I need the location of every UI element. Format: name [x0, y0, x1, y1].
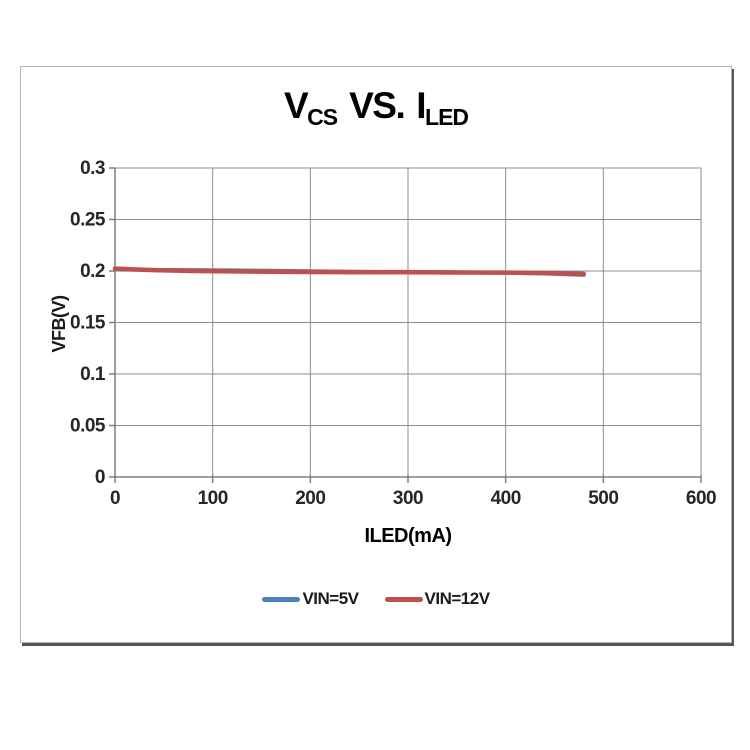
legend-item-vin-5v: VIN=5V [262, 589, 359, 609]
title-vs-text: VS. [349, 85, 406, 126]
legend: VIN=5V VIN=12V [21, 589, 731, 609]
title-symbol-vcs: V [283, 85, 309, 126]
x-tick-label: 600 [686, 488, 716, 509]
x-axis-label: ILED(mA) [364, 525, 452, 547]
y-axis-label: VFB(V) [49, 295, 69, 353]
title-subscript-led: LED [425, 104, 469, 130]
y-tick-label: 0.2 [80, 261, 105, 282]
legend-item-vin-12v: VIN=12V [384, 589, 491, 609]
x-tick-label: 0 [110, 488, 120, 509]
title-subscript-cs: CS [307, 104, 338, 130]
x-tick-label: 100 [198, 488, 228, 509]
y-tick-label: 0.1 [80, 364, 106, 385]
title-symbol-iled: I [416, 85, 426, 126]
chart-title: VCS VS. ILED [21, 85, 731, 129]
y-tick-label: 0.05 [70, 416, 106, 437]
x-tick-label: 500 [588, 488, 618, 509]
y-tick-label: 0 [95, 467, 105, 488]
legend-line-marker [384, 596, 423, 602]
y-tick-label: 0.25 [70, 210, 106, 231]
plot-area: 0 0.05 0.1 0.15 0.2 0.25 0.3 0 100 200 300 400 500 60… [70, 158, 717, 509]
legend-line-marker [262, 596, 301, 602]
x-tick-label: 400 [491, 488, 521, 509]
legend-label: VIN=12V [424, 589, 491, 608]
chart-frame: VCS VS. ILED 0 0.05 0.1 0.15 0.2 0.25 0.3 0 100 200… [20, 66, 732, 643]
legend-label: VIN=5V [302, 589, 359, 608]
y-tick-label: 0.3 [80, 158, 105, 179]
y-tick-label: 0.15 [70, 313, 106, 334]
x-tick-label: 200 [295, 488, 325, 509]
x-tick-label: 300 [393, 488, 423, 509]
series-line-vin-12v [112, 266, 587, 277]
